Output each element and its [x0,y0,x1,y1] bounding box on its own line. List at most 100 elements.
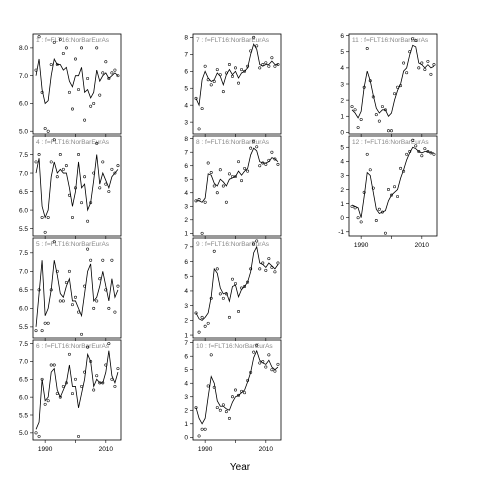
data-point [34,68,38,72]
data-point [49,160,53,164]
data-point [212,385,216,389]
x-tick-label: 1990 [354,242,369,249]
data-point [52,240,56,244]
data-point [70,303,74,307]
data-point [110,258,114,262]
y-tick-label: 3 [184,119,188,126]
data-point [255,145,259,149]
data-point [92,306,96,310]
data-point [380,105,384,109]
y-tick-label: 6.5 [19,287,28,294]
panel-frame [32,237,122,339]
data-point [107,76,111,80]
data-point [420,154,424,158]
data-point [206,321,210,325]
y-tick-label: 1 [340,201,344,208]
data-point [273,157,277,161]
data-point [80,201,84,205]
data-point [61,167,65,171]
data-point [55,63,59,67]
fitted-line [196,147,279,203]
data-point [234,388,237,392]
panel-9: 9 : f=FLT16:NorBarEurAs 1 2 3 4 5 6 7 [184,237,282,341]
data-point [43,126,47,130]
data-point [227,315,231,319]
y-tick-label: 5 [340,145,344,152]
data-point [218,73,222,77]
fitted-line [351,146,434,218]
data-point [101,381,105,385]
data-point [240,286,244,290]
fitted-line [35,260,119,327]
data-point [83,284,87,288]
data-point [70,216,74,219]
data-point [249,146,253,150]
data-point [276,63,280,66]
y-tick-label: 5 [184,367,188,374]
y-tick-label: 3 [184,204,188,211]
data-point [95,299,99,303]
y-tick-label: 6.5 [19,189,28,196]
y-tick-label: 4 [184,381,188,388]
data-point [95,141,99,145]
data-point [86,247,90,251]
data-point [423,68,427,71]
data-point [212,79,216,83]
data-point [52,363,56,367]
y-tick-label: 4 [340,65,344,72]
data-point [365,47,369,50]
data-point [258,267,262,271]
data-point [74,295,77,299]
y-tick-label: 6.0 [19,394,28,401]
data-point [197,330,201,334]
data-point [206,161,210,165]
data-point [194,406,198,410]
data-point [246,379,250,383]
x-axis-title: Year [230,462,251,473]
y-tick-label: 5.0 [19,129,28,136]
data-point [34,329,38,333]
data-point [243,391,247,395]
y-tick-label: 2 [184,217,188,224]
data-point [70,107,74,111]
data-point [276,162,280,166]
data-point [270,265,274,269]
y-tick-label: 0 [340,215,344,222]
data-point [43,230,47,234]
data-point [237,393,240,397]
fitted-line [195,43,278,107]
data-point [98,93,102,97]
y-tick-label: 8 [184,35,188,42]
data-point [110,167,114,171]
y-tick-label: 2 [340,187,344,194]
data-point [83,370,87,374]
data-point [77,153,80,156]
data-point [264,61,268,65]
data-point [113,68,117,72]
y-tick-label: 7 [184,340,188,347]
data-point [46,216,50,219]
data-point [49,63,53,67]
data-point [89,201,93,205]
data-point [432,63,436,67]
y-tick-label: 6.0 [19,101,28,108]
data-point [203,64,207,68]
data-point [383,231,387,235]
y-tick-label: 5 [184,177,188,184]
y-tick-label: 7.5 [19,152,28,159]
panel-frame [192,237,282,339]
data-point [249,370,253,374]
data-point [273,64,277,68]
data-point [116,367,120,371]
y-tick-label: 6.5 [19,377,28,384]
data-point [356,216,360,220]
data-point [209,171,213,174]
data-point [359,118,363,121]
data-point [203,200,207,204]
data-point [261,161,265,165]
x-tick-label: 1990 [38,446,53,453]
panel-8: 8 : f=FLT16:NorBarEurAs 1 2 3 4 5 6 7 8 [184,135,282,239]
fitted-line [35,350,119,430]
data-point [237,81,240,85]
data-point [390,129,393,133]
